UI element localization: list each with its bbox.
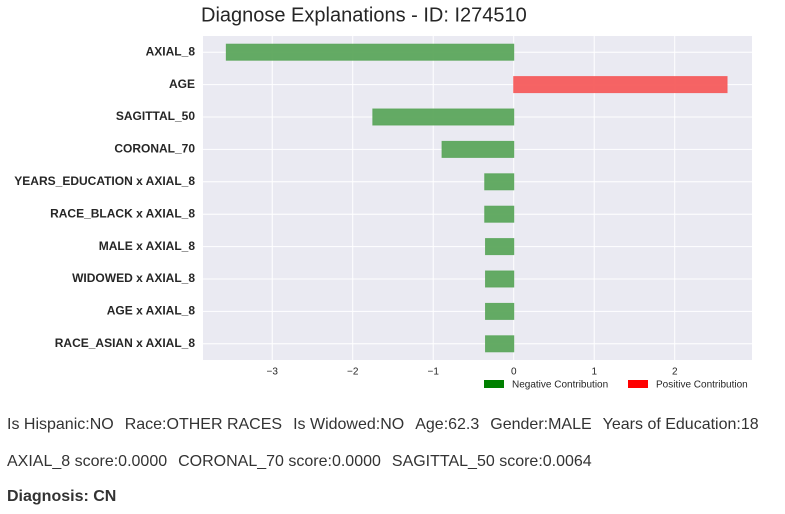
info-line: AXIAL_8 score:0.0000 CORONAL_70 score:0.0… [7,453,603,471]
bar [513,76,728,94]
info-item: Is Hispanic:NO [7,416,114,433]
x-tick-label: −1 [428,367,440,378]
info-item: CORONAL_70 score:0.0000 [178,453,381,470]
bar [485,302,515,320]
info-item: Is Widowed:NO [293,416,405,433]
info-item: Years of Education:18 [602,416,759,433]
legend-label: Negative Contribution [512,380,608,391]
info-line: Is Hispanic:NO Race:OTHER RACES Is Widowed… [7,416,770,434]
bar [485,270,515,288]
info-item: Race:OTHER RACES [124,416,283,433]
bar [441,140,515,158]
x-tick-label: −3 [267,367,279,378]
bar [484,173,515,191]
bar [372,108,515,126]
x-tick-label: 0 [511,367,517,378]
info-item: SAGITTAL_50 score:0.0064 [391,453,592,470]
y-tick-label: WIDOWED x AXIAL_8 [72,271,195,285]
bar [225,43,515,61]
info-item: Gender:MALE [490,416,592,433]
y-tick-label: RACE_BLACK x AXIAL_8 [50,206,195,220]
chart-title: Diagnose Explanations - ID: I274510 [201,4,527,26]
y-tick-label: CORONAL_70 [114,142,195,156]
legend-swatch [628,380,648,388]
y-tick-label: YEARS_EDUCATION x AXIAL_8 [14,174,195,188]
y-tick-label: SAGITTAL_50 [116,109,195,123]
bar [485,238,515,256]
info-item: AXIAL_8 score:0.0000 [7,453,168,470]
legend-swatch [484,380,504,388]
bar [484,205,515,223]
y-tick-label: RACE_ASIAN x AXIAL_8 [55,336,196,350]
x-tick-label: 1 [591,367,597,378]
x-tick-label: −2 [347,367,359,378]
bar [485,335,515,353]
legend-label: Positive Contribution [656,380,748,391]
y-tick-label: AGE x AXIAL_8 [107,304,196,318]
y-tick-label: MALE x AXIAL_8 [99,239,196,253]
info-item: Age:62.3 [415,416,480,433]
y-tick-label: AGE [169,77,195,91]
diagnosis: Diagnosis: CN [7,488,117,505]
x-tick-label: 2 [672,367,678,378]
y-tick-label: AXIAL_8 [146,44,196,58]
chart: Diagnose Explanations - ID: I274510 −3 −2… [14,4,752,391]
